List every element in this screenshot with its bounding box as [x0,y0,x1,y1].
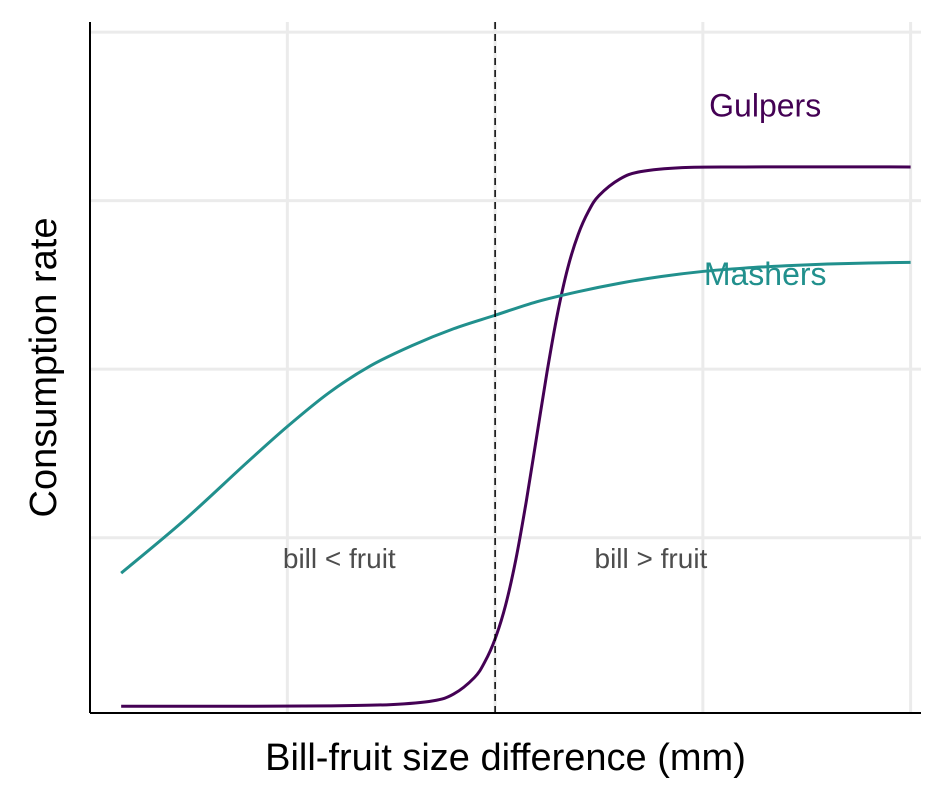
series-line-gulpers [121,165,911,708]
y-axis-title: Consumption rate [23,218,65,518]
region-label-3: bill > fruit [595,543,708,574]
annotation-layer: Gulpers Mashers bill < fruit bill > fruit [283,87,827,574]
series-label-mashers: Mashers [704,256,827,292]
series-label-gulpers: Gulpers [709,87,821,123]
series-line-mashers [120,260,911,575]
grid [90,22,921,713]
series-layer [120,165,911,708]
region-label-2: bill < fruit [283,543,396,574]
x-axis-title: Bill-fruit size difference (mm) [265,737,746,779]
